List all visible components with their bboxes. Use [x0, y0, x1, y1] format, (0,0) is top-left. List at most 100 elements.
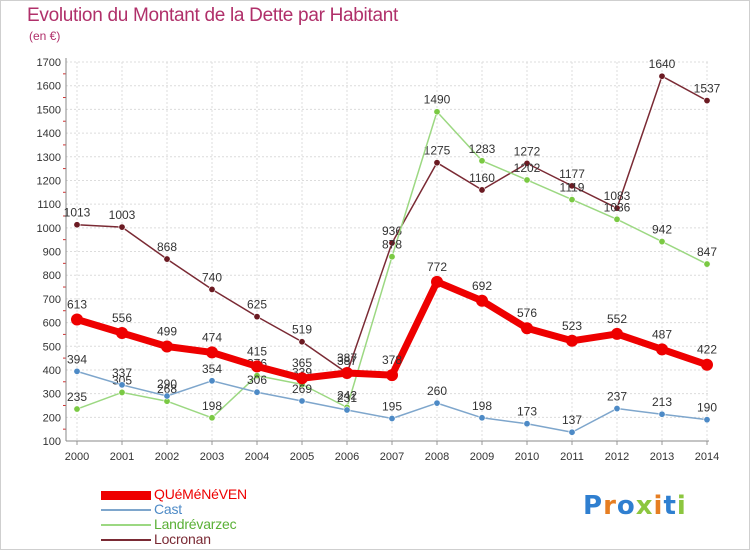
logo-letter: o	[616, 491, 636, 521]
logo-letter: r	[603, 491, 617, 521]
data-label: 1537	[694, 82, 721, 96]
data-label: 740	[202, 270, 222, 284]
data-point	[658, 238, 666, 246]
data-label: 198	[472, 399, 492, 413]
data-point	[701, 358, 713, 371]
data-label: 195	[382, 399, 402, 413]
data-point	[568, 182, 576, 190]
data-label: 190	[697, 401, 717, 415]
data-point	[73, 367, 81, 375]
data-point	[476, 294, 488, 307]
data-point	[73, 221, 81, 229]
x-tick-label: 2005	[290, 451, 314, 463]
data-label: 1036	[604, 200, 631, 214]
data-point	[343, 406, 351, 414]
data-point	[161, 340, 173, 353]
data-point	[116, 326, 128, 339]
data-label: 387	[337, 354, 357, 368]
data-point	[658, 410, 666, 418]
data-label: 137	[562, 413, 582, 427]
data-label: 868	[157, 240, 177, 254]
logo-letter: x	[635, 491, 654, 521]
data-label: 387	[337, 351, 357, 365]
y-tick-label: 1600	[37, 81, 61, 93]
data-point	[433, 399, 441, 407]
data-point	[253, 372, 261, 380]
legend-label: Locronan	[154, 531, 211, 547]
legend-label: Landrévarzec	[154, 516, 237, 532]
y-tick-label: 400	[43, 365, 61, 377]
data-point	[703, 416, 711, 424]
data-point	[296, 372, 308, 385]
x-tick-label: 2006	[335, 451, 359, 463]
data-point	[523, 159, 531, 167]
y-tick-label: 1000	[37, 223, 61, 235]
y-tick-label: 100	[43, 436, 61, 448]
y-tick-label: 600	[43, 318, 61, 330]
y-tick-label: 200	[43, 412, 61, 424]
data-label: 499	[157, 324, 177, 338]
x-tick-label: 2007	[380, 451, 404, 463]
data-point	[118, 388, 126, 396]
legend-swatch	[101, 539, 151, 541]
data-label: 552	[607, 312, 627, 326]
data-point	[478, 414, 486, 422]
data-label: 268	[157, 382, 177, 396]
data-label: 173	[517, 405, 537, 419]
data-label: 1202	[514, 161, 541, 175]
data-point	[613, 204, 621, 212]
y-tick-label: 1300	[37, 152, 61, 164]
data-label: 422	[697, 343, 717, 357]
data-label: 613	[67, 297, 87, 311]
legend-swatch	[101, 524, 151, 526]
data-point	[433, 108, 441, 116]
data-label: 213	[652, 395, 672, 409]
x-tick-label: 2012	[605, 451, 629, 463]
y-tick-label: 1500	[37, 104, 61, 116]
data-label: 231	[337, 391, 357, 405]
data-label: 260	[427, 384, 447, 398]
logo-letter: P	[583, 491, 604, 521]
data-point	[208, 377, 216, 385]
x-tick-label: 2009	[470, 451, 494, 463]
data-point	[658, 72, 666, 80]
y-tick-label: 1400	[37, 128, 61, 140]
data-point	[388, 414, 396, 422]
data-point	[523, 420, 531, 428]
data-point	[251, 360, 263, 373]
data-label: 1177	[559, 167, 585, 181]
data-label: 237	[607, 390, 627, 404]
x-tick-label: 2008	[425, 451, 449, 463]
x-tick-label: 2013	[650, 451, 674, 463]
data-point	[163, 255, 171, 263]
data-label: 1003	[109, 208, 136, 222]
data-point	[118, 223, 126, 231]
data-label: 378	[382, 353, 402, 367]
data-label: 1160	[469, 171, 495, 185]
data-point	[73, 405, 81, 413]
data-point	[118, 381, 126, 389]
x-tick-label: 2004	[245, 451, 269, 463]
y-tick-label: 900	[43, 247, 61, 259]
data-point	[206, 346, 218, 359]
data-point	[388, 239, 396, 247]
data-point	[613, 405, 621, 413]
data-label: 772	[427, 260, 447, 274]
data-point	[163, 392, 171, 400]
x-tick-label: 2002	[155, 451, 179, 463]
data-label: 354	[202, 362, 222, 376]
data-label: 942	[652, 223, 672, 237]
data-label: 269	[292, 382, 312, 396]
data-label: 337	[112, 366, 132, 380]
data-label: 1083	[604, 189, 631, 203]
y-tick-label: 1100	[37, 199, 61, 211]
data-label: 1640	[649, 57, 676, 71]
data-label: 878	[382, 238, 402, 252]
y-tick-label: 1700	[37, 57, 61, 69]
data-point	[253, 388, 261, 396]
data-point	[431, 275, 443, 288]
data-point	[253, 313, 261, 321]
logo-letter: i	[653, 491, 664, 521]
legend-label: Cast	[154, 501, 182, 517]
